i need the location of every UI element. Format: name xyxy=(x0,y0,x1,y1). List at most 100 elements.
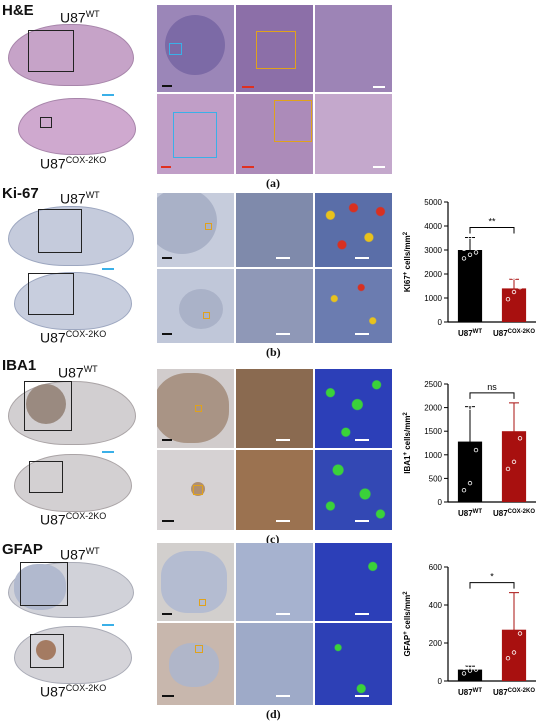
zoom-box xyxy=(38,209,82,253)
y-tick-label: 0 xyxy=(438,677,443,686)
ko-label: U87COX-2KO xyxy=(40,511,107,528)
microscopy-tile xyxy=(157,543,234,621)
data-point xyxy=(467,405,473,410)
y-tick-label: 2500 xyxy=(424,380,442,389)
wt-label: U87WT xyxy=(60,546,100,563)
data-point xyxy=(467,480,473,486)
significance-label: ** xyxy=(488,217,496,227)
data-point xyxy=(505,621,511,627)
microscopy-tile xyxy=(236,543,313,621)
microscopy-tile xyxy=(236,269,313,343)
y-tick-label: 0 xyxy=(438,498,443,507)
data-point xyxy=(505,296,511,302)
panel-sublabel: (b) xyxy=(266,345,281,359)
category-label: U87WT xyxy=(458,329,482,338)
brain-section-wt xyxy=(8,24,134,86)
scale-bar xyxy=(102,268,114,270)
microscopy-tile xyxy=(157,193,234,267)
microscopy-tile xyxy=(157,450,234,530)
significance-label: * xyxy=(490,572,494,582)
significance-label: ns xyxy=(487,382,497,392)
bar xyxy=(457,669,483,681)
brain-section-ko xyxy=(14,454,132,512)
data-point xyxy=(517,631,523,636)
data-point xyxy=(461,665,467,670)
microscopy-tile xyxy=(157,5,234,92)
scale-bar xyxy=(102,451,114,453)
zoom-box xyxy=(24,381,72,431)
data-point xyxy=(461,671,467,676)
zoom-box xyxy=(30,634,64,668)
y-tick-label: 400 xyxy=(429,601,443,610)
microscopy-tile xyxy=(315,193,392,267)
category-label: U87WT xyxy=(458,688,482,697)
y-axis-label: KI67+ cells/mm2 xyxy=(403,231,412,292)
y-tick-label: 500 xyxy=(429,474,443,483)
significance-bracket xyxy=(469,227,515,234)
zoom-box xyxy=(40,117,52,128)
category-label: U87WT xyxy=(458,509,482,518)
data-point xyxy=(505,414,511,420)
data-point xyxy=(473,667,479,672)
microscopy-tile xyxy=(315,450,392,530)
data-point xyxy=(517,284,523,290)
y-tick-label: 1500 xyxy=(424,427,442,436)
zoom-box xyxy=(20,562,68,606)
brain-section-ko xyxy=(18,98,136,155)
marker-label-iba1: IBA1 xyxy=(2,357,37,374)
microscopy-tile xyxy=(157,269,234,343)
y-tick-label: 600 xyxy=(429,563,443,572)
bar-chart-gfap: 0 200 400 600 GFAP+ cells/mm2 U87WT U87COX-2KO… xyxy=(403,563,536,697)
brain-section-ko xyxy=(14,626,132,684)
data-point xyxy=(505,466,511,472)
zoom-box xyxy=(28,30,74,72)
data-point xyxy=(511,459,517,465)
microscopy-tile xyxy=(315,5,392,92)
microscopy-tile xyxy=(236,94,313,174)
y-tick-label: 200 xyxy=(429,639,443,648)
microscopy-tile xyxy=(236,623,313,705)
data-point xyxy=(511,650,517,655)
data-point xyxy=(473,447,479,453)
microscopy-tile xyxy=(315,623,392,705)
microscopy-tile xyxy=(157,623,234,705)
microscopy-tile xyxy=(315,369,392,448)
category-label: U87COX-2KO xyxy=(493,329,535,338)
data-point xyxy=(505,655,511,661)
data-point xyxy=(473,250,479,255)
microscopy-tile xyxy=(236,369,313,448)
significance-bracket xyxy=(469,582,515,589)
y-tick-label: 0 xyxy=(438,318,443,327)
marker-label-ki67: Ki-67 xyxy=(2,185,39,202)
brain-section-wt xyxy=(8,206,134,266)
data-point xyxy=(467,668,473,673)
category-label: U87COX-2KO xyxy=(493,509,535,518)
data-point xyxy=(505,278,511,284)
y-tick-label: 1000 xyxy=(424,451,442,460)
marker-label-he: H&E xyxy=(2,2,34,19)
microscopy-tile xyxy=(157,369,234,448)
zoom-box xyxy=(28,273,74,315)
scale-bar xyxy=(102,94,114,96)
data-point xyxy=(467,252,473,258)
microscopy-tile xyxy=(315,94,392,174)
ko-label: U87COX-2KO xyxy=(40,683,107,700)
bar-chart-ki67: 0 1000 2000 3000 4000 5000 KI67+ cells/mm2 U87W… xyxy=(403,198,536,338)
microscopy-tile xyxy=(236,450,313,530)
marker-label-gfap: GFAP xyxy=(2,541,43,558)
data-point xyxy=(461,487,467,493)
category-label: U87COX-2KO xyxy=(493,688,535,697)
data-point xyxy=(511,275,517,280)
wt-label: U87WT xyxy=(60,9,100,26)
scale-bar xyxy=(102,624,114,626)
ko-label: U87COX-2KO xyxy=(40,155,107,172)
significance-bracket xyxy=(469,392,515,399)
microscopy-tile xyxy=(315,269,392,343)
microscopy-tile xyxy=(236,5,313,92)
y-axis-label: GFAP+ cells/mm2 xyxy=(403,591,412,657)
data-point xyxy=(511,289,517,295)
panel-sublabel: (c) xyxy=(266,532,280,546)
zoom-box xyxy=(29,461,63,493)
y-tick-label: 5000 xyxy=(424,198,442,207)
microscopy-tile xyxy=(157,94,234,174)
